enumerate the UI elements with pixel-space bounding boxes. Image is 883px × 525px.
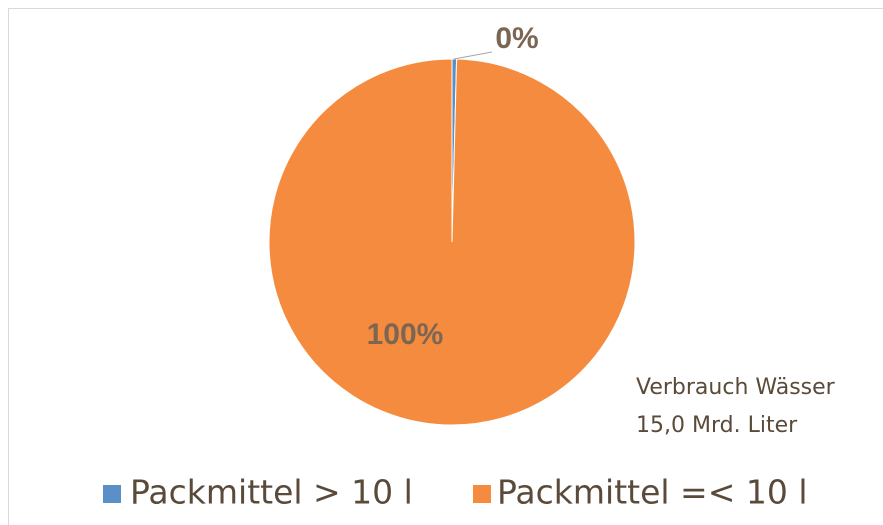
legend-swatch xyxy=(103,485,121,503)
legend-label: Packmittel > 10 l xyxy=(130,473,413,512)
chart-border xyxy=(8,8,883,525)
leader-line xyxy=(453,51,493,60)
annotation: Verbrauch Wässer xyxy=(636,375,836,400)
legend-label: Packmittel =< 10 l xyxy=(497,473,808,512)
data-label: 100% xyxy=(367,318,444,351)
data-label: 0% xyxy=(495,22,538,55)
legend-swatch xyxy=(473,485,491,503)
annotation: 15,0 Mrd. Liter xyxy=(636,413,798,438)
pie-slice xyxy=(268,58,636,426)
